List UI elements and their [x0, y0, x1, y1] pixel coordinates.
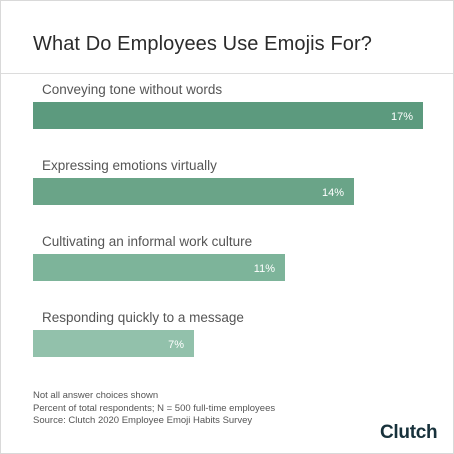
bar	[33, 102, 423, 129]
clutch-logo: Clutch	[380, 422, 438, 443]
note-line: Not all answer choices shown	[33, 390, 159, 401]
category-label: Responding quickly to a message	[42, 310, 244, 325]
source-note: Source: Clutch 2020 Employee Emoji Habit…	[33, 415, 253, 426]
bar	[33, 178, 354, 205]
bar-value-label: 17%	[391, 111, 413, 123]
bar-value-label: 7%	[168, 339, 184, 351]
bar-value-label: 11%	[254, 263, 275, 275]
category-label: Expressing emotions virtually	[42, 158, 217, 173]
title-divider	[1, 73, 453, 74]
chart-title: What Do Employees Use Emojis For?	[33, 33, 372, 55]
bar-value-label: 14%	[322, 187, 344, 199]
chart-notes: Not all answer choices shown Percent of …	[33, 390, 275, 428]
bar	[33, 254, 285, 281]
category-label: Conveying tone without words	[42, 82, 222, 97]
category-label: Cultivating an informal work culture	[42, 234, 252, 249]
note-line: Percent of total respondents; N = 500 fu…	[33, 402, 276, 414]
bar	[33, 330, 194, 357]
